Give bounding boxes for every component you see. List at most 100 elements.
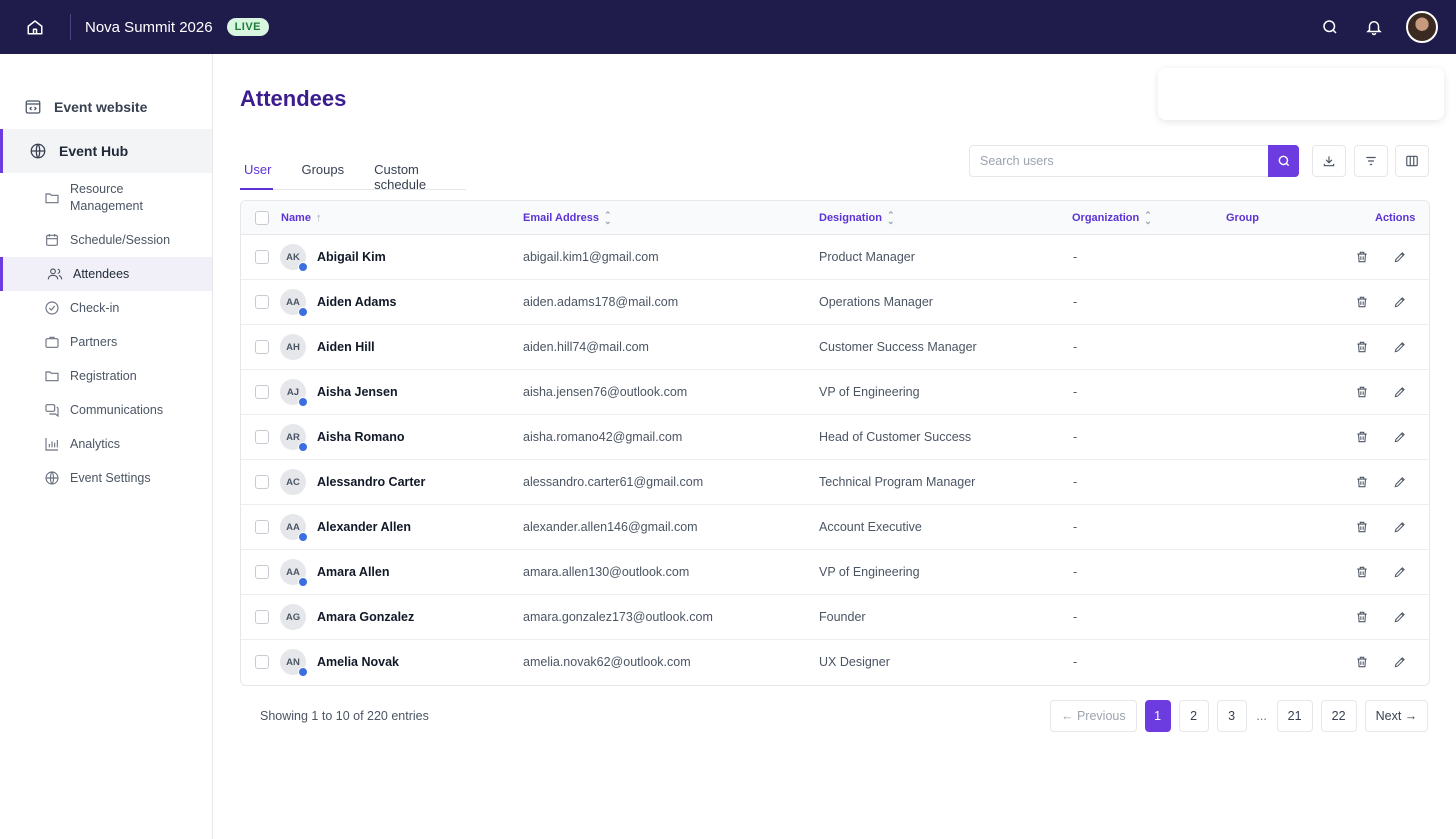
chat-icon: [45, 404, 59, 418]
page-title: Attendees: [240, 86, 347, 111]
user-avatar[interactable]: [1406, 11, 1438, 43]
attendee-email: alexander.allen146@gmail.com: [523, 520, 698, 534]
row-checkbox[interactable]: [255, 655, 269, 669]
attendee-organization: -: [1073, 295, 1078, 309]
globe-icon: [30, 143, 46, 159]
sidebar-item-registration[interactable]: Registration: [44, 359, 212, 393]
header-name-label: Name: [281, 211, 311, 224]
edit-button[interactable]: [1393, 250, 1407, 264]
header-designation[interactable]: Designation ⌃ ⌄: [819, 210, 895, 225]
attendee-name: Alessandro Carter: [317, 475, 426, 489]
header-organization[interactable]: Organization ⌃ ⌄: [1072, 210, 1152, 225]
row-checkbox[interactable]: [255, 475, 269, 489]
users-icon: [47, 268, 63, 280]
page-button-21[interactable]: 21: [1276, 700, 1313, 732]
sidebar-item-partners[interactable]: Partners: [44, 325, 212, 359]
sidebar-item-resource-management[interactable]: Resource Management: [44, 173, 212, 223]
columns-icon: [1406, 155, 1418, 167]
notifications-button[interactable]: [1362, 15, 1386, 39]
globe-icon: [45, 471, 59, 485]
delete-button[interactable]: [1355, 565, 1369, 579]
row-checkbox[interactable]: [255, 520, 269, 534]
download-button[interactable]: [1312, 145, 1346, 177]
row-checkbox[interactable]: [255, 250, 269, 264]
trash-icon: [1355, 295, 1369, 309]
avatar: AH: [280, 334, 306, 360]
table-row: AC Alessandro Carter alessandro.carter61@g…: [241, 460, 1429, 505]
sidebar-item-attendees[interactable]: Attendees: [0, 257, 212, 291]
attendee-designation: VP of Engineering: [819, 385, 920, 399]
sidebar-item-label: Registration: [70, 369, 137, 383]
avatar-initials: AA: [286, 296, 300, 308]
delete-button[interactable]: [1355, 385, 1369, 399]
search-input[interactable]: [969, 145, 1268, 177]
select-all-checkbox[interactable]: [255, 210, 269, 225]
row-checkbox[interactable]: [255, 385, 269, 399]
header-name[interactable]: Name ↑: [281, 212, 321, 224]
edit-button[interactable]: [1393, 295, 1407, 309]
sidebar-event-hub[interactable]: Event Hub: [0, 129, 212, 173]
edit-button[interactable]: [1393, 610, 1407, 624]
search-submit-button[interactable]: [1268, 145, 1299, 177]
delete-button[interactable]: [1355, 520, 1369, 534]
delete-button[interactable]: [1355, 655, 1369, 669]
avatar: AA: [280, 559, 308, 587]
trash-icon: [1355, 385, 1369, 399]
page-button-2[interactable]: 2: [1178, 700, 1209, 732]
sidebar-item-schedule[interactable]: Schedule/Session: [44, 223, 212, 257]
avatar-initials: AK: [286, 251, 300, 263]
edit-button[interactable]: [1393, 430, 1407, 444]
avatar: AR: [280, 424, 308, 452]
attendee-designation: Account Executive: [819, 520, 922, 534]
next-page-button[interactable]: Next →: [1364, 700, 1429, 732]
delete-button[interactable]: [1355, 250, 1369, 264]
page-button-22[interactable]: 22: [1320, 700, 1357, 732]
attendee-email: aiden.hill74@mail.com: [523, 340, 649, 354]
attendee-organization: -: [1073, 340, 1078, 354]
table-row: AR Aisha Romano aisha.romano42@gmail.com He…: [241, 415, 1429, 460]
attendee-name: Aiden Hill: [317, 340, 375, 354]
sidebar-item-label: Partners: [70, 335, 118, 349]
row-checkbox[interactable]: [255, 340, 269, 354]
attendee-cell: AH Aiden Hill: [280, 334, 375, 360]
edit-button[interactable]: [1393, 565, 1407, 579]
row-checkbox[interactable]: [255, 565, 269, 579]
header-actions: Actions: [1375, 211, 1416, 224]
row-checkbox[interactable]: [255, 610, 269, 624]
columns-button[interactable]: [1395, 145, 1429, 177]
header-designation-label: Designation: [819, 211, 882, 224]
sidebar-event-website[interactable]: Event website: [0, 85, 212, 129]
sidebar-event-hub-label: Event Hub: [59, 143, 129, 159]
online-status-dot: [298, 262, 308, 272]
tab-user[interactable]: User: [240, 154, 274, 190]
sidebar-item-check-in[interactable]: Check-in: [44, 291, 212, 325]
sidebar-item-event-settings[interactable]: Event Settings: [44, 461, 212, 495]
delete-button[interactable]: [1355, 475, 1369, 489]
search-button[interactable]: [1318, 15, 1342, 39]
delete-button[interactable]: [1355, 610, 1369, 624]
delete-button[interactable]: [1355, 340, 1369, 354]
edit-button[interactable]: [1393, 340, 1407, 354]
delete-button[interactable]: [1355, 430, 1369, 444]
trash-icon: [1355, 430, 1369, 444]
attendee-cell: AN Amelia Novak: [280, 649, 399, 677]
edit-button[interactable]: [1393, 655, 1407, 669]
page-button-1[interactable]: 1: [1144, 700, 1171, 732]
header-email[interactable]: Email Address ⌃ ⌄: [523, 210, 612, 225]
sidebar-item-communications[interactable]: Communications: [44, 393, 212, 427]
previous-page-button[interactable]: ← Previous: [1050, 700, 1137, 732]
tab-custom-schedule[interactable]: Custom schedule: [374, 162, 427, 192]
sidebar-item-analytics[interactable]: Analytics: [44, 427, 212, 461]
edit-button[interactable]: [1393, 475, 1407, 489]
filter-button[interactable]: [1354, 145, 1388, 177]
home-button[interactable]: [0, 0, 70, 54]
edit-button[interactable]: [1393, 385, 1407, 399]
edit-button[interactable]: [1393, 520, 1407, 534]
sidebar-item-label: Event Settings: [70, 471, 151, 485]
delete-button[interactable]: [1355, 295, 1369, 309]
attendee-cell: AG Amara Gonzalez: [280, 604, 414, 630]
page-button-3[interactable]: 3: [1216, 700, 1247, 732]
row-checkbox[interactable]: [255, 295, 269, 309]
tab-groups[interactable]: Groups: [301, 162, 345, 177]
row-checkbox[interactable]: [255, 430, 269, 444]
